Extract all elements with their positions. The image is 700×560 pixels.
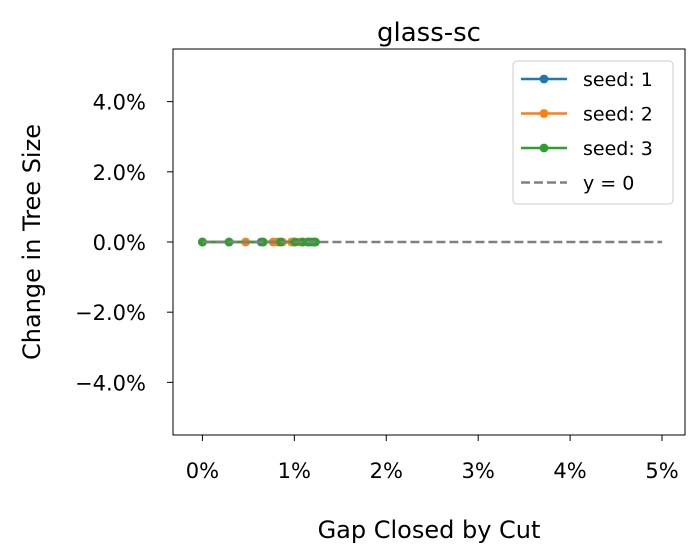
y-tick-label: −4.0% — [75, 371, 146, 395]
legend-frame — [512, 60, 674, 205]
y-tick-label: 4.0% — [93, 91, 146, 115]
x-axis-label: Gap Closed by Cut — [318, 516, 541, 544]
chart-title: glass-sc — [377, 18, 481, 48]
legend-label: y = 0 — [583, 173, 634, 195]
legend-marker — [539, 74, 549, 84]
x-tick-label: 1% — [278, 459, 311, 483]
x-tick-label: 0% — [186, 459, 219, 483]
legend-label: seed: 2 — [583, 104, 653, 126]
legend-marker — [539, 143, 549, 153]
axes: 0% 1% 2% 3% 4% 5% −4.0% −2.0% 0.0% 2.0% 4.0% — [75, 91, 679, 483]
x-tick-label: 4% — [553, 459, 586, 483]
legend-items: seed: 1 seed: 2 seed: 3 y = 0 — [521, 69, 653, 195]
y-tick-label: −2.0% — [75, 301, 146, 325]
legend: seed: 1 seed: 2 seed: 3 y = 0 — [512, 60, 674, 205]
plot-area — [198, 237, 663, 247]
y-tick-label: 2.0% — [93, 161, 146, 185]
y-axis-label: Change in Tree Size — [18, 124, 46, 360]
x-tick-label: 2% — [370, 459, 403, 483]
y-tick-label: 0.0% — [93, 231, 146, 255]
x-tick-label: 3% — [462, 459, 495, 483]
data-point-series-2 — [311, 237, 320, 247]
legend-label: seed: 1 — [583, 69, 653, 91]
x-tick-label: 5% — [645, 459, 678, 483]
legend-label: seed: 3 — [583, 138, 653, 160]
legend-marker — [539, 109, 549, 118]
